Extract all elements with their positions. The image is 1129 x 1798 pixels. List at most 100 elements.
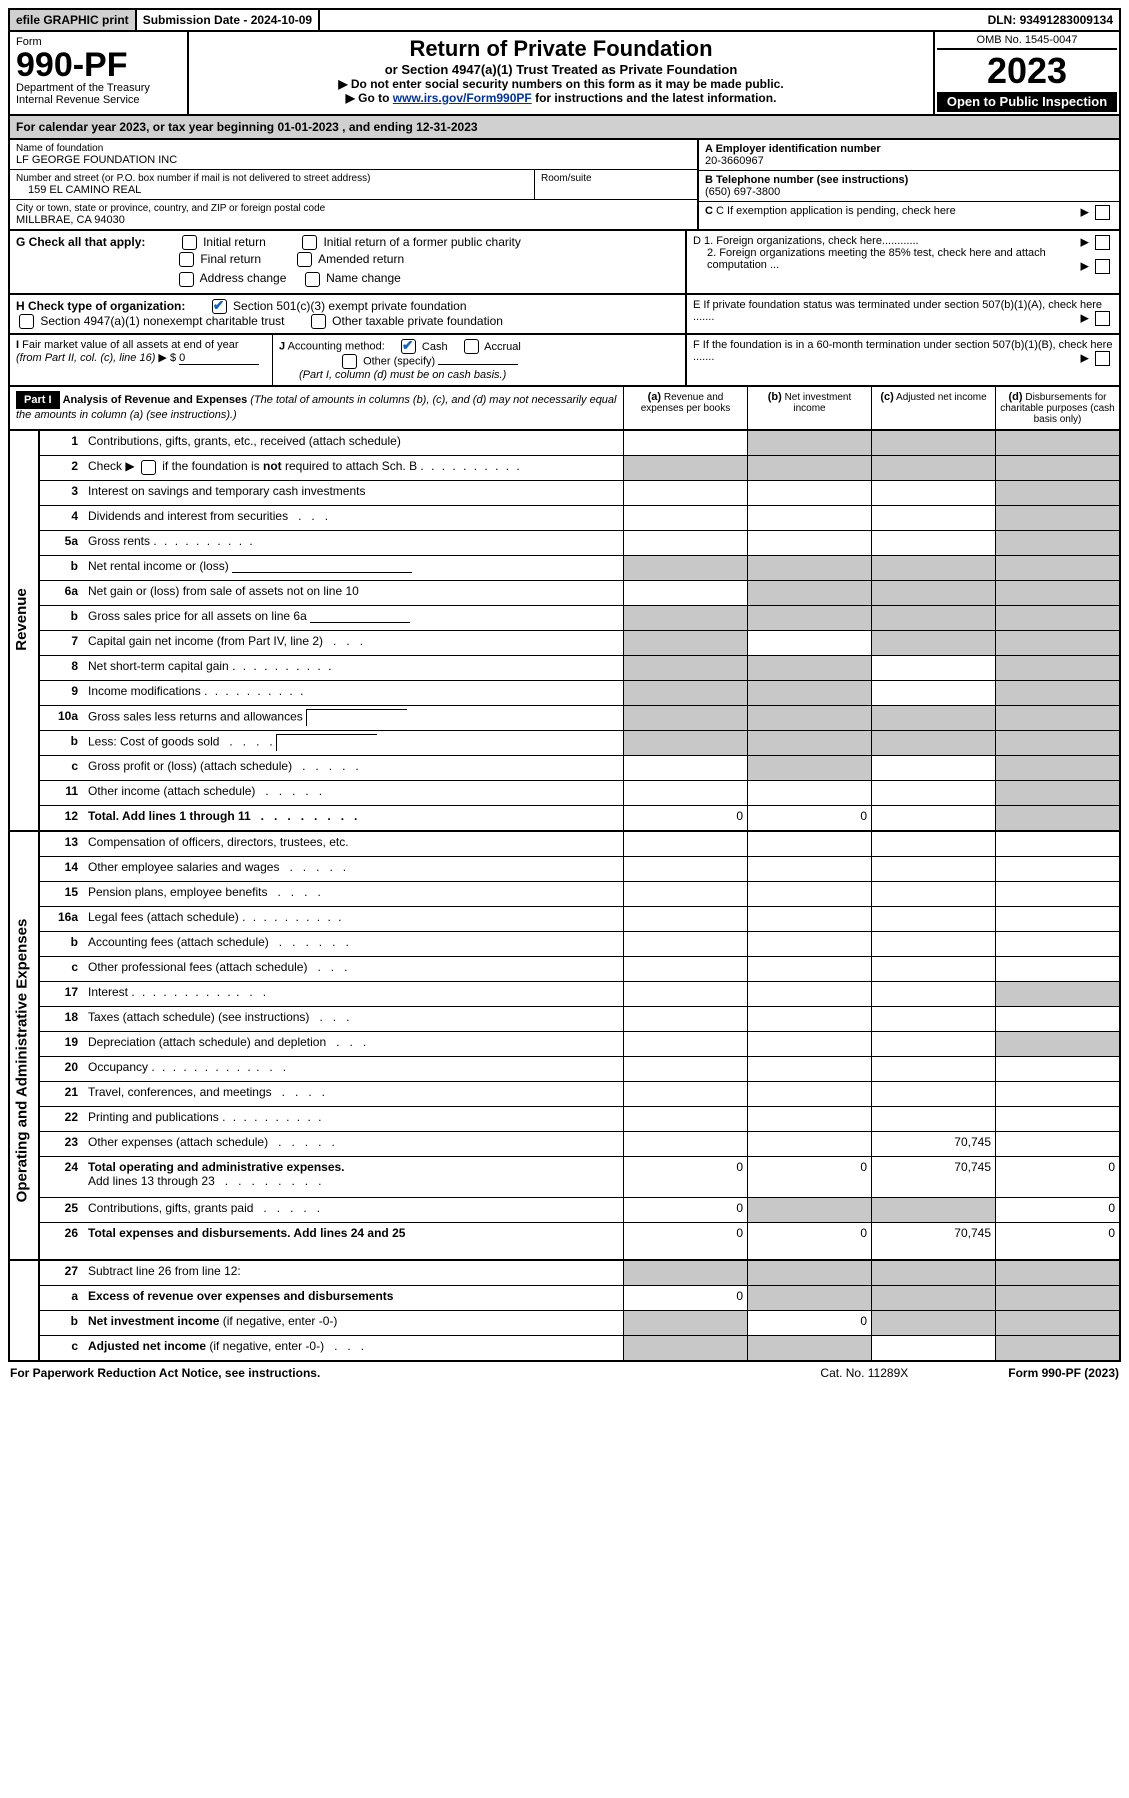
part-1-badge: Part I <box>16 391 60 409</box>
line-11: 11Other income (attach schedule) . . . .… <box>40 781 1119 806</box>
line-6b: bGross sales price for all assets on lin… <box>40 606 1119 631</box>
section-i-j-f: I Fair market value of all assets at end… <box>8 335 1121 387</box>
address-row: Number and street (or P.O. box number if… <box>10 170 697 200</box>
col-b-head: (b) Net investment income <box>747 387 871 429</box>
form-header: Form 990-PF Department of the Treasury I… <box>8 32 1121 116</box>
efile-label[interactable]: efile GRAPHIC print <box>10 10 137 30</box>
line-25: 25Contributions, gifts, grants paid . . … <box>40 1198 1119 1223</box>
submission-date: Submission Date - 2024-10-09 <box>137 10 320 30</box>
line-23: 23Other expenses (attach schedule) . . .… <box>40 1132 1119 1157</box>
line-16c: cOther professional fees (attach schedul… <box>40 957 1119 982</box>
ein-cell: A Employer identification number 20-3660… <box>699 140 1119 171</box>
dln: DLN: 93491283009134 <box>982 10 1119 30</box>
form-number: 990-PF <box>16 48 181 82</box>
line-9: 9Income modifications <box>40 681 1119 706</box>
section-g: G Check all that apply: Initial return I… <box>10 231 685 293</box>
page-footer: For Paperwork Reduction Act Notice, see … <box>8 1362 1121 1384</box>
initial-return-checkbox[interactable] <box>182 235 197 250</box>
part-1-header-row: Part I Analysis of Revenue and Expenses … <box>8 387 1121 431</box>
form-ref: Form 990-PF (2023) <box>1008 1366 1119 1380</box>
line-14: 14Other employee salaries and wages . . … <box>40 857 1119 882</box>
foundation-name-cell: Name of foundation LF GEORGE FOUNDATION … <box>10 140 697 170</box>
col-a-head: (a) Revenue and expenses per books <box>623 387 747 429</box>
line-5a: 5aGross rents <box>40 531 1119 556</box>
final-return-checkbox[interactable] <box>179 252 194 267</box>
omb-number: OMB No. 1545-0047 <box>937 34 1117 50</box>
accrual-checkbox[interactable] <box>464 339 479 354</box>
phone-cell: B Telephone number (see instructions) (6… <box>699 171 1119 202</box>
revenue-grid: Revenue 1Contributions, gifts, grants, e… <box>8 431 1121 832</box>
room-suite: Room/suite <box>534 170 697 199</box>
line-12: 12Total. Add lines 1 through 11 . . . . … <box>40 806 1119 830</box>
sch-b-checkbox[interactable] <box>141 460 156 475</box>
section-e: E If private foundation status was termi… <box>685 295 1119 334</box>
col-d-head: (d) Disbursements for charitable purpose… <box>995 387 1119 429</box>
other-taxable-checkbox[interactable] <box>311 314 326 329</box>
c-checkbox[interactable] <box>1095 205 1110 220</box>
form-note-1: ▶ Do not enter social security numbers o… <box>197 77 925 91</box>
line-20: 20Occupancy . . . <box>40 1057 1119 1082</box>
e-checkbox[interactable] <box>1095 311 1110 326</box>
tax-year: 2023 <box>937 50 1117 92</box>
line-8: 8Net short-term capital gain <box>40 656 1119 681</box>
dept-treasury: Department of the Treasury <box>16 82 181 94</box>
line-10a: 10aGross sales less returns and allowanc… <box>40 706 1119 731</box>
section-j: J Accounting method: Cash Accrual Other … <box>273 335 685 385</box>
line-27a: aExcess of revenue over expenses and dis… <box>40 1286 1119 1311</box>
line-3: 3Interest on savings and temporary cash … <box>40 481 1119 506</box>
expenses-grid: Operating and Administrative Expenses 13… <box>8 832 1121 1261</box>
col-c-head: (c) Adjusted net income <box>871 387 995 429</box>
cat-no: Cat. No. 11289X <box>820 1366 908 1380</box>
d1-checkbox[interactable] <box>1095 235 1110 250</box>
line-10c: cGross profit or (loss) (attach schedule… <box>40 756 1119 781</box>
cash-checkbox[interactable] <box>401 339 416 354</box>
expenses-side-label: Operating and Administrative Expenses <box>10 832 40 1259</box>
top-bar: efile GRAPHIC print Submission Date - 20… <box>8 8 1121 32</box>
fmv-value: 0 <box>179 352 259 365</box>
open-public-badge: Open to Public Inspection <box>937 92 1117 112</box>
form-subtitle: or Section 4947(a)(1) Trust Treated as P… <box>197 62 925 77</box>
f-checkbox[interactable] <box>1095 351 1110 366</box>
entity-info: Name of foundation LF GEORGE FOUNDATION … <box>8 140 1121 231</box>
501c3-checkbox[interactable] <box>212 299 227 314</box>
form-note-2: ▶ Go to www.irs.gov/Form990PF for instru… <box>197 91 925 105</box>
d2-checkbox[interactable] <box>1095 259 1110 274</box>
section-f: F If the foundation is in a 60-month ter… <box>685 335 1119 385</box>
line-21: 21Travel, conferences, and meetings . . … <box>40 1082 1119 1107</box>
section-g-d: G Check all that apply: Initial return I… <box>8 231 1121 295</box>
4947-checkbox[interactable] <box>19 314 34 329</box>
paperwork-notice: For Paperwork Reduction Act Notice, see … <box>10 1366 320 1380</box>
line-18: 18Taxes (attach schedule) (see instructi… <box>40 1007 1119 1032</box>
line-27b: bNet investment income (if negative, ent… <box>40 1311 1119 1336</box>
section-h-e: H Check type of organization: Section 50… <box>8 295 1121 336</box>
initial-former-checkbox[interactable] <box>302 235 317 250</box>
irs-link[interactable]: www.irs.gov/Form990PF <box>393 91 532 105</box>
form-title: Return of Private Foundation <box>197 36 925 62</box>
section-d: D 1. Foreign organizations, check here..… <box>685 231 1119 293</box>
amended-return-checkbox[interactable] <box>297 252 312 267</box>
line-22: 22Printing and publications <box>40 1107 1119 1132</box>
form-id-box: Form 990-PF Department of the Treasury I… <box>10 32 189 114</box>
exemption-pending-cell: C C If exemption application is pending,… <box>699 202 1119 223</box>
form-title-box: Return of Private Foundation or Section … <box>189 32 933 114</box>
line-13: 13Compensation of officers, directors, t… <box>40 832 1119 857</box>
line-27: 27Subtract line 26 from line 12: <box>40 1261 1119 1286</box>
line-24: 24Total operating and administrative exp… <box>40 1157 1119 1198</box>
name-change-checkbox[interactable] <box>305 272 320 287</box>
line-19: 19Depreciation (attach schedule) and dep… <box>40 1032 1119 1057</box>
line-15: 15Pension plans, employee benefits . . .… <box>40 882 1119 907</box>
calendar-year-row: For calendar year 2023, or tax year begi… <box>8 116 1121 140</box>
line-2: 2Check ▶ if the foundation is not requir… <box>40 456 1119 481</box>
revenue-side-label: Revenue <box>10 431 40 830</box>
line-10b: bLess: Cost of goods sold . . . . <box>40 731 1119 756</box>
section-h: H Check type of organization: Section 50… <box>10 295 685 334</box>
line-27c: cAdjusted net income (if negative, enter… <box>40 1336 1119 1360</box>
section-i: I Fair market value of all assets at end… <box>10 335 273 385</box>
address-change-checkbox[interactable] <box>179 272 194 287</box>
line-17: 17Interest . . . <box>40 982 1119 1007</box>
line-6a: 6aNet gain or (loss) from sale of assets… <box>40 581 1119 606</box>
other-method-checkbox[interactable] <box>342 354 357 369</box>
line-16b: bAccounting fees (attach schedule) . . .… <box>40 932 1119 957</box>
line-4: 4Dividends and interest from securities … <box>40 506 1119 531</box>
line-27-grid: 27Subtract line 26 from line 12: aExcess… <box>8 1261 1121 1362</box>
